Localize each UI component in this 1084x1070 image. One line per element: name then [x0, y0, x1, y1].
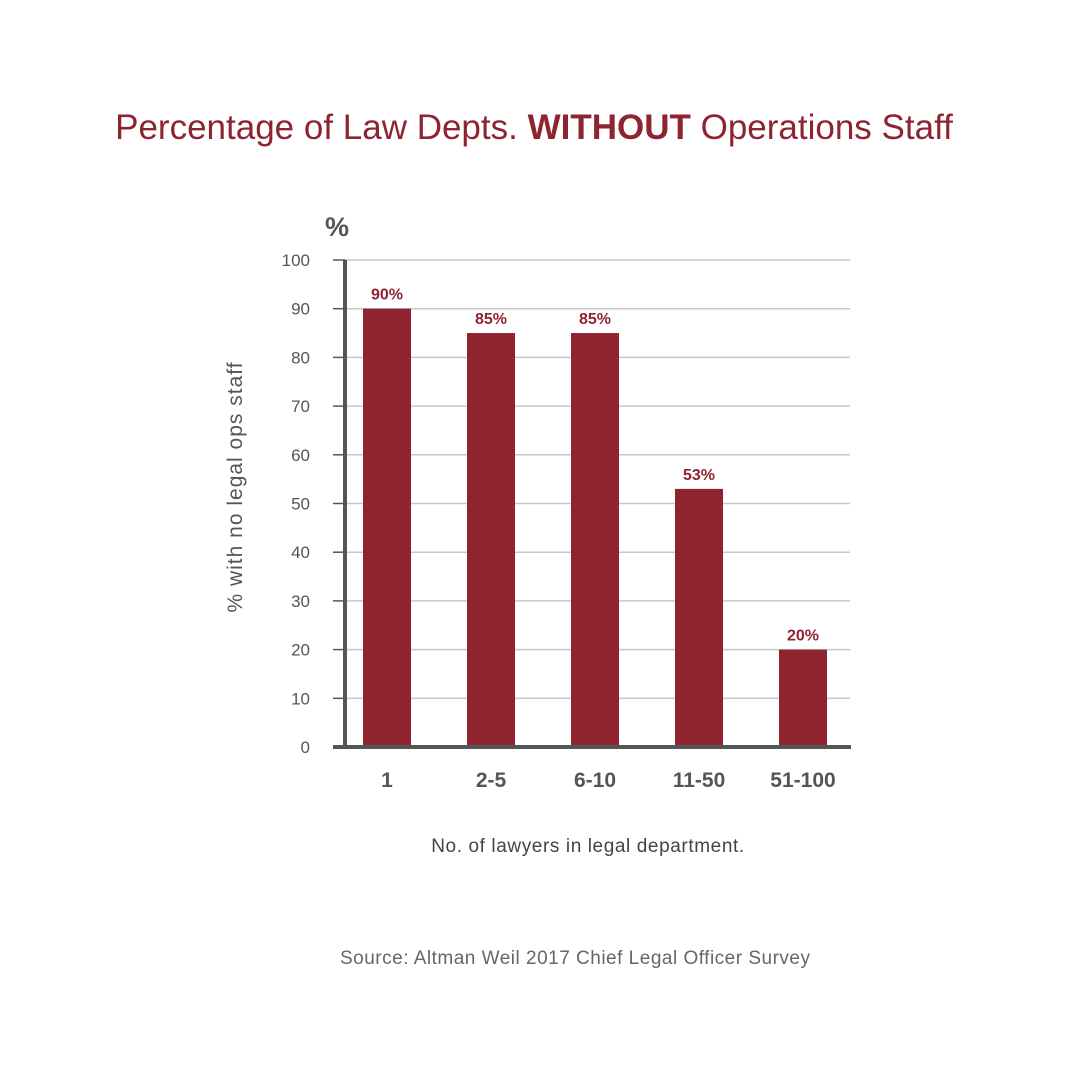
value-label: 85% [475, 311, 507, 328]
x-tick-label: 2-5 [476, 769, 507, 792]
bar-11-50 [675, 488, 723, 747]
x-tick-labels: 1 2-5 6-10 11-50 51-100 [381, 769, 836, 792]
y-tick-label: 100 [282, 251, 310, 270]
x-tick-label: 51-100 [770, 769, 835, 792]
x-tick-label: 1 [381, 769, 393, 792]
y-tick-label: 60 [291, 446, 310, 465]
y-tick-label: 80 [291, 348, 310, 367]
value-label: 90% [371, 287, 403, 304]
bar-51-100 [779, 649, 827, 747]
y-tick-label: 40 [291, 543, 310, 562]
y-axis-title: % with no legal ops staff [224, 361, 247, 612]
bar-1 [363, 308, 411, 747]
y-tick-label: 90 [291, 300, 310, 319]
chart-title: Percentage of Law Depts. WITHOUT Operati… [0, 108, 1068, 148]
y-tick-label: 50 [291, 495, 310, 514]
x-axis-title: No. of lawyers in legal department. [431, 836, 745, 857]
y-tick-labels: 0 10 20 30 40 50 60 70 80 90 100 [282, 251, 310, 757]
title-part-2: Operations Staff [690, 108, 953, 147]
y-unit-label: % [325, 212, 349, 242]
source-note: Source: Altman Weil 2017 Chief Legal Off… [340, 948, 811, 969]
y-tick-label: 20 [291, 641, 310, 660]
title-part-1: Percentage of Law Depts. [115, 108, 528, 147]
bar-2-5 [467, 333, 515, 747]
y-tick-label: 30 [291, 592, 310, 611]
y-tick-label: 10 [291, 689, 310, 708]
bars [363, 308, 827, 747]
bar-6-10 [571, 333, 619, 747]
y-tick-label: 70 [291, 397, 310, 416]
axes [333, 260, 851, 749]
x-tick-label: 11-50 [673, 769, 726, 792]
value-labels: 90% 85% 85% 53% 20% [371, 287, 819, 645]
title-emphasis: WITHOUT [527, 108, 691, 147]
x-tick-label: 6-10 [574, 769, 616, 792]
value-label: 85% [579, 311, 611, 328]
value-label: 20% [787, 628, 819, 645]
y-tick-label: 0 [301, 738, 310, 757]
value-label: 53% [683, 467, 715, 484]
